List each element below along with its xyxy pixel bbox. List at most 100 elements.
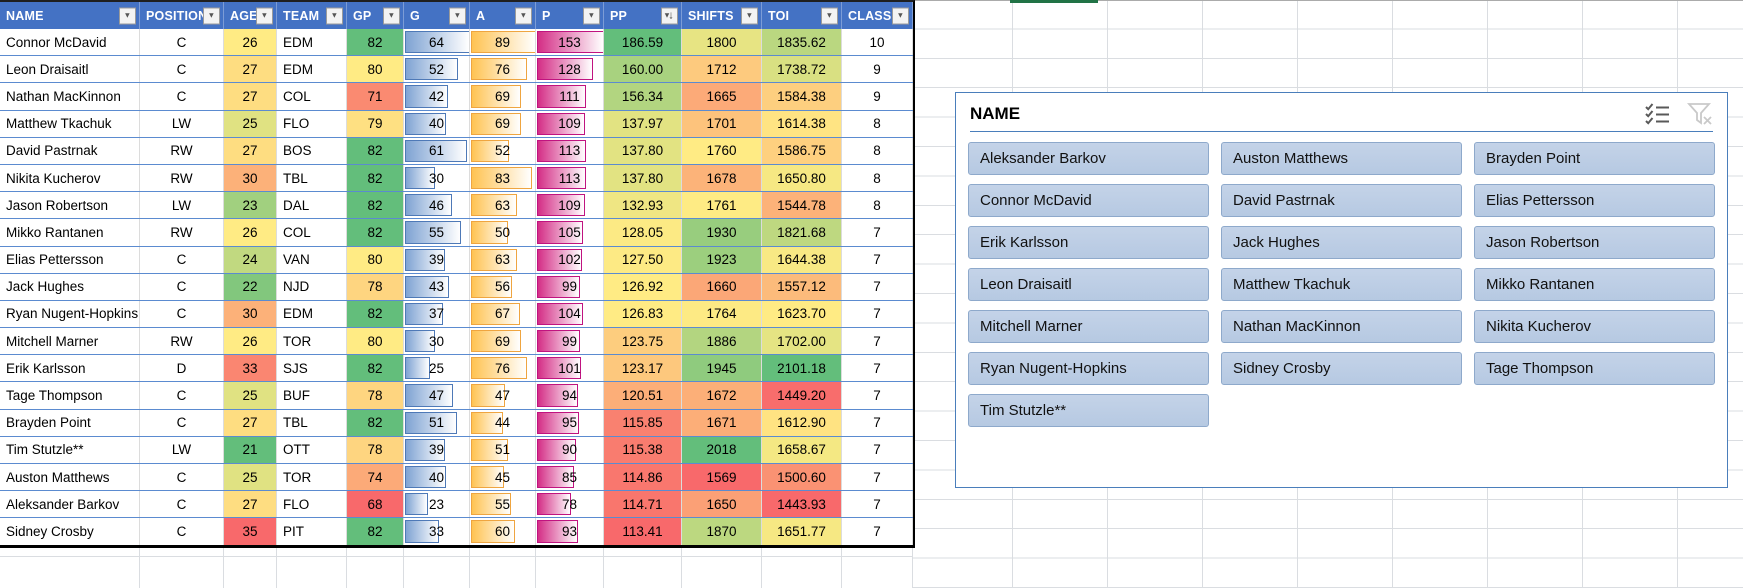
cell-gp[interactable]: 80 [347,328,404,355]
filter-button-g[interactable]: ▾ [449,7,466,24]
cell-age[interactable]: 22 [224,273,277,300]
cell-a[interactable]: 63 [470,192,536,219]
cell-team[interactable]: TOR [277,464,347,491]
filter-button-shifts[interactable]: ▾ [741,7,758,24]
cell-gp[interactable]: 80 [347,56,404,83]
cell-shifts[interactable]: 1800 [682,29,762,56]
slicer-button[interactable]: Elias Pettersson [1474,184,1715,217]
cell-g[interactable]: 39 [404,436,470,463]
filter-button-age[interactable]: ▾ [256,7,273,24]
cell-toi[interactable]: 1702.00 [762,328,842,355]
cell-a[interactable]: 56 [470,273,536,300]
cell-age[interactable]: 23 [224,192,277,219]
cell-g[interactable]: 52 [404,56,470,83]
cell-pp[interactable]: 156.34 [604,83,682,110]
cell-shifts[interactable]: 1650 [682,491,762,518]
cell-name[interactable]: Ryan Nugent-Hopkins [0,300,140,328]
cell-age[interactable]: 35 [224,518,277,545]
cell-g[interactable]: 33 [404,518,470,545]
cell-name[interactable]: Elias Pettersson [0,246,140,273]
cell-age[interactable]: 33 [224,355,277,382]
cell-a[interactable]: 60 [470,518,536,545]
cell-class[interactable]: 7 [842,491,913,518]
cell-team[interactable]: TOR [277,328,347,355]
cell-age[interactable]: 25 [224,110,277,137]
cell-g[interactable]: 47 [404,382,470,409]
cell-team[interactable]: FLO [277,110,347,137]
cell-team[interactable]: PIT [277,518,347,545]
slicer-button[interactable]: Erik Karlsson [968,226,1209,259]
cell-class[interactable]: 7 [842,300,913,328]
cell-class[interactable]: 7 [842,273,913,300]
cell-class[interactable]: 7 [842,409,913,436]
cell-gp[interactable]: 71 [347,83,404,110]
cell-team[interactable]: COL [277,83,347,110]
cell-toi[interactable]: 1544.78 [762,192,842,219]
cell-age[interactable]: 24 [224,246,277,273]
cell-gp[interactable]: 78 [347,273,404,300]
slicer-button[interactable]: Matthew Tkachuk [1221,268,1462,301]
cell-toi[interactable]: 1443.93 [762,491,842,518]
cell-toi[interactable]: 1821.68 [762,219,842,246]
cell-position[interactable]: C [140,246,224,273]
cell-age[interactable]: 25 [224,464,277,491]
cell-age[interactable]: 21 [224,436,277,463]
cell-a[interactable]: 89 [470,29,536,56]
cell-g[interactable]: 39 [404,246,470,273]
cell-age[interactable]: 27 [224,409,277,436]
cell-class[interactable]: 7 [842,355,913,382]
cell-toi[interactable]: 1738.72 [762,56,842,83]
cell-team[interactable]: TBL [277,409,347,436]
cell-toi[interactable]: 1623.70 [762,300,842,328]
cell-team[interactable]: TBL [277,164,347,192]
cell-age[interactable]: 26 [224,29,277,56]
cell-class[interactable]: 7 [842,219,913,246]
slicer-button[interactable]: Jason Robertson [1474,226,1715,259]
slicer-button[interactable]: Aleksander Barkov [968,142,1209,175]
filter-button-name[interactable]: ▾ [119,7,136,24]
cell-age[interactable]: 30 [224,300,277,328]
cell-team[interactable]: NJD [277,273,347,300]
cell-class[interactable]: 9 [842,56,913,83]
cell-pp[interactable]: 123.75 [604,328,682,355]
cell-toi[interactable]: 1449.20 [762,382,842,409]
cell-team[interactable]: BUF [277,382,347,409]
cell-class[interactable]: 7 [842,436,913,463]
cell-team[interactable]: EDM [277,29,347,56]
cell-age[interactable]: 26 [224,219,277,246]
cell-position[interactable]: C [140,83,224,110]
cell-pp[interactable]: 126.83 [604,300,682,328]
cell-g[interactable]: 42 [404,83,470,110]
cell-position[interactable]: RW [140,164,224,192]
cell-toi[interactable]: 1584.38 [762,83,842,110]
cell-pp[interactable]: 120.51 [604,382,682,409]
filter-button-a[interactable]: ▾ [515,7,532,24]
cell-gp[interactable]: 78 [347,436,404,463]
cell-gp[interactable]: 82 [347,164,404,192]
cell-shifts[interactable]: 1665 [682,83,762,110]
cell-shifts[interactable]: 1671 [682,409,762,436]
cell-a[interactable]: 45 [470,464,536,491]
cell-gp[interactable]: 79 [347,110,404,137]
cell-shifts[interactable]: 1886 [682,328,762,355]
cell-class[interactable]: 8 [842,110,913,137]
cell-shifts[interactable]: 2018 [682,436,762,463]
cell-pp[interactable]: 137.80 [604,137,682,164]
cell-pp[interactable]: 137.80 [604,164,682,192]
cell-shifts[interactable]: 1761 [682,192,762,219]
clear-filter-icon[interactable] [1687,102,1713,126]
multi-select-icon[interactable] [1645,103,1671,125]
cell-p[interactable]: 78 [536,491,604,518]
cell-gp[interactable]: 82 [347,219,404,246]
cell-name[interactable]: Matthew Tkachuk [0,110,140,137]
cell-toi[interactable]: 1644.38 [762,246,842,273]
cell-team[interactable]: BOS [277,137,347,164]
cell-pp[interactable]: 128.05 [604,219,682,246]
cell-toi[interactable]: 1651.77 [762,518,842,545]
cell-pp[interactable]: 126.92 [604,273,682,300]
cell-g[interactable]: 40 [404,464,470,491]
cell-a[interactable]: 51 [470,436,536,463]
cell-age[interactable]: 27 [224,137,277,164]
cell-position[interactable]: LW [140,436,224,463]
cell-pp[interactable]: 114.86 [604,464,682,491]
